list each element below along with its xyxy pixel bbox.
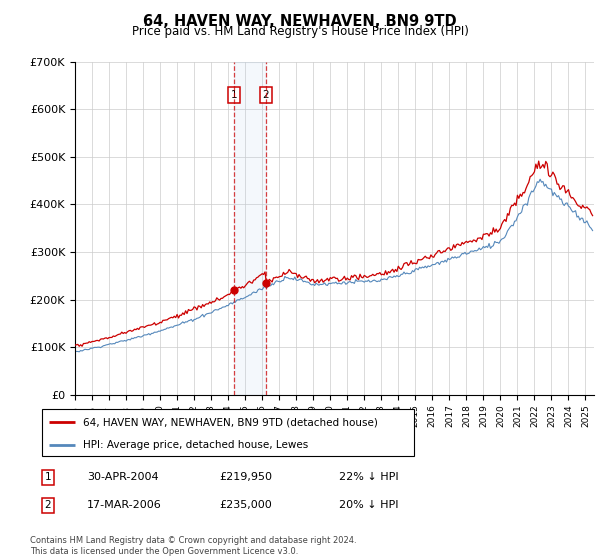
Text: HPI: Average price, detached house, Lewes: HPI: Average price, detached house, Lewe…	[83, 440, 308, 450]
Text: 64, HAVEN WAY, NEWHAVEN, BN9 9TD (detached house): 64, HAVEN WAY, NEWHAVEN, BN9 9TD (detach…	[83, 417, 378, 427]
FancyBboxPatch shape	[42, 409, 414, 456]
Text: 1: 1	[44, 472, 52, 482]
Text: 20% ↓ HPI: 20% ↓ HPI	[339, 500, 398, 510]
Bar	[234, 62, 266, 395]
Text: £219,950: £219,950	[219, 472, 272, 482]
Text: 30-APR-2004: 30-APR-2004	[87, 472, 158, 482]
Text: Contains HM Land Registry data © Crown copyright and database right 2024.
This d: Contains HM Land Registry data © Crown c…	[30, 536, 356, 556]
Text: 1: 1	[230, 90, 237, 100]
Text: 17-MAR-2006: 17-MAR-2006	[87, 500, 162, 510]
Text: 22% ↓ HPI: 22% ↓ HPI	[339, 472, 398, 482]
Text: 64, HAVEN WAY, NEWHAVEN, BN9 9TD: 64, HAVEN WAY, NEWHAVEN, BN9 9TD	[143, 14, 457, 29]
Text: £235,000: £235,000	[219, 500, 272, 510]
Text: 2: 2	[44, 500, 52, 510]
Text: Price paid vs. HM Land Registry's House Price Index (HPI): Price paid vs. HM Land Registry's House …	[131, 25, 469, 38]
Text: 2: 2	[262, 90, 269, 100]
